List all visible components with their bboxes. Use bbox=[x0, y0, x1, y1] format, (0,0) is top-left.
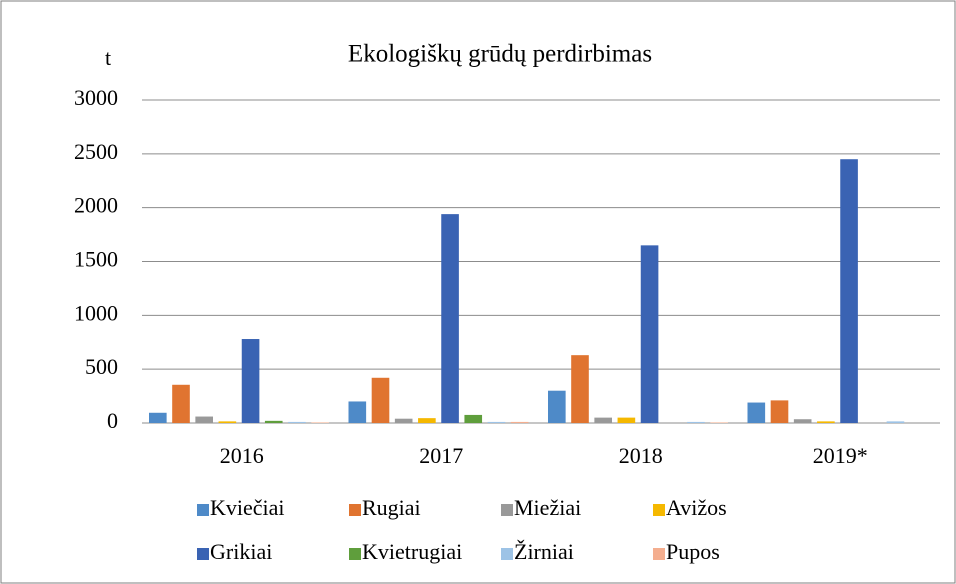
chart-title: Ekologiškų grūdų perdirbimas bbox=[348, 41, 652, 68]
legend-label: Rugiai bbox=[362, 495, 421, 520]
bar bbox=[617, 417, 636, 423]
x-tick-label: 2019* bbox=[813, 443, 868, 468]
legend-label: Grikiai bbox=[210, 539, 272, 564]
legend-swatch bbox=[501, 504, 513, 516]
y-tick-label: 1500 bbox=[74, 247, 118, 272]
y-axis-label: t bbox=[105, 45, 111, 70]
bar bbox=[264, 420, 283, 423]
y-tick-label: 2500 bbox=[74, 139, 118, 164]
bar bbox=[747, 402, 766, 423]
legend-label: Miežiai bbox=[514, 495, 581, 520]
bar bbox=[418, 418, 436, 423]
y-tick-label: 2000 bbox=[74, 193, 118, 218]
legend-label: Kvietrugiai bbox=[362, 539, 462, 564]
bar bbox=[311, 422, 329, 423]
legend-swatch bbox=[501, 548, 513, 560]
legend-swatch bbox=[349, 548, 361, 560]
y-tick-label: 1000 bbox=[74, 300, 118, 325]
x-tick-label: 2018 bbox=[619, 443, 663, 468]
bar bbox=[571, 355, 589, 423]
bar bbox=[172, 384, 190, 423]
bar bbox=[394, 418, 413, 423]
bar bbox=[594, 417, 612, 423]
legend-swatch bbox=[197, 548, 209, 560]
bar bbox=[348, 401, 367, 423]
y-tick-label: 0 bbox=[107, 408, 118, 433]
x-tick-label: 2017 bbox=[419, 443, 463, 468]
bar bbox=[510, 421, 529, 423]
bar bbox=[640, 245, 659, 423]
legend-label: Žirniai bbox=[514, 539, 574, 564]
bar bbox=[548, 390, 566, 423]
legend-swatch bbox=[349, 504, 361, 516]
bar bbox=[487, 421, 506, 423]
bar bbox=[886, 421, 905, 423]
bar bbox=[241, 339, 260, 423]
bar bbox=[371, 377, 390, 423]
bar bbox=[464, 414, 483, 423]
bar bbox=[288, 421, 306, 423]
legend-swatch bbox=[653, 504, 665, 516]
bar bbox=[840, 159, 858, 423]
y-tick-label: 500 bbox=[85, 354, 118, 379]
x-tick-label: 2016 bbox=[220, 443, 264, 468]
bar bbox=[710, 422, 728, 423]
bar bbox=[149, 412, 167, 423]
bar bbox=[195, 416, 213, 423]
legend-swatch bbox=[653, 548, 665, 560]
bar bbox=[793, 419, 812, 423]
bar bbox=[817, 421, 835, 423]
legend-label: Avižos bbox=[666, 495, 727, 520]
bar bbox=[218, 421, 237, 423]
y-tick-label: 3000 bbox=[74, 85, 118, 110]
legend-label: Kviečiai bbox=[210, 495, 285, 520]
bar bbox=[441, 214, 459, 423]
legend-label: Pupos bbox=[666, 539, 720, 564]
legend-swatch bbox=[197, 504, 209, 516]
bar bbox=[770, 400, 789, 423]
bar bbox=[687, 421, 705, 423]
